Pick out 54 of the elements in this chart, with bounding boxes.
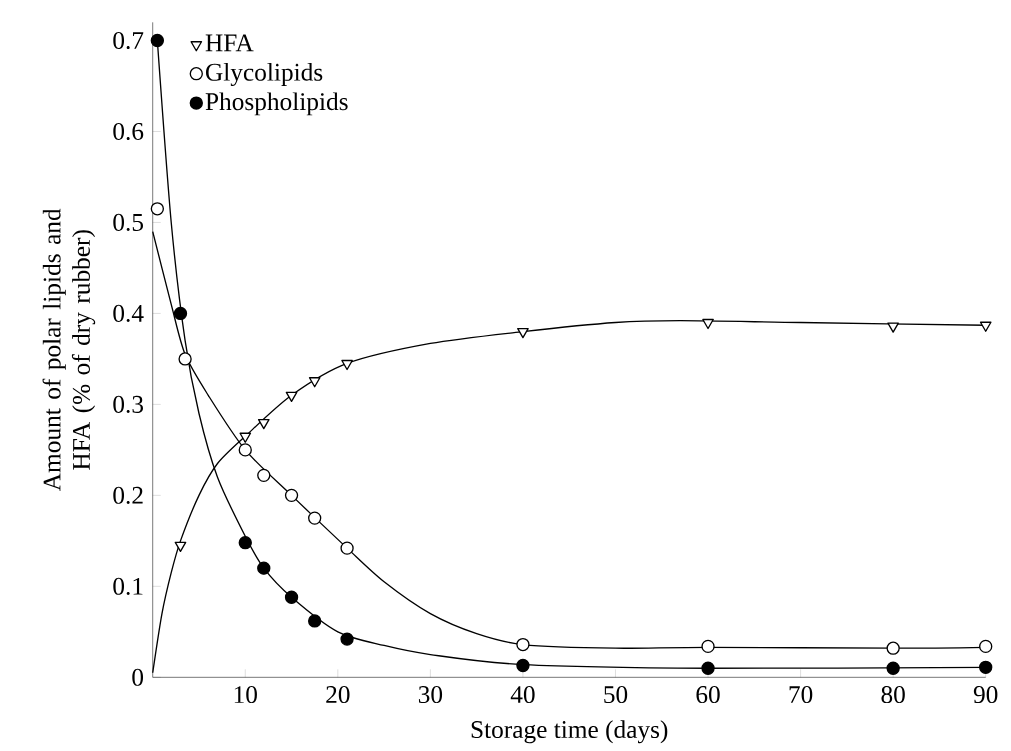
- point: [238, 536, 252, 550]
- point: [701, 639, 715, 654]
- x-tick-label: 10: [234, 686, 257, 704]
- point: [238, 443, 252, 457]
- point: [150, 33, 165, 48]
- x-tick-label: 40: [510, 686, 535, 704]
- point: [285, 391, 298, 402]
- x-tick-label: 30: [418, 686, 443, 704]
- x-tick-label: 90: [973, 686, 998, 704]
- point: [284, 488, 299, 503]
- y-tick-label: 0.5: [113, 213, 144, 232]
- point: [341, 359, 353, 371]
- point: [887, 322, 900, 333]
- point: [150, 202, 165, 216]
- x-tick-label: 80: [881, 686, 905, 704]
- point: [701, 661, 715, 675]
- point: [257, 561, 271, 575]
- point: [308, 511, 322, 525]
- y-tick-label: 0.6: [113, 122, 144, 141]
- point: [517, 327, 529, 339]
- x-tick-label: 20: [326, 686, 350, 704]
- point: [340, 541, 354, 555]
- y-tick-label: 0.1: [113, 577, 143, 595]
- y-tick-label: 0.3: [113, 395, 144, 413]
- y-tick-label: 0.2: [113, 486, 143, 504]
- x-tick-label: 70: [789, 686, 813, 704]
- legend-label: Phospholipids: [205, 92, 348, 116]
- point: [886, 661, 900, 675]
- point: [257, 468, 271, 483]
- legend-label: HFA: [205, 34, 254, 52]
- point: [702, 318, 714, 330]
- y-tick-label: 0.7: [113, 31, 144, 50]
- y-axis-title: Amount of polar lipids and HFA (% of dry rubber): [42, 208, 96, 491]
- point: [178, 352, 192, 366]
- point: [239, 432, 252, 443]
- point: [516, 658, 530, 673]
- point: [886, 641, 900, 655]
- point: [308, 377, 321, 388]
- point: [516, 637, 530, 652]
- point: [173, 306, 188, 321]
- point: [308, 614, 322, 628]
- point: [340, 632, 354, 646]
- x-axis-title: Storage time (days): [471, 720, 668, 744]
- legend-label: Glycolipids: [206, 63, 323, 87]
- point: [979, 639, 993, 654]
- point: [979, 321, 992, 332]
- y-tick-label: 0: [132, 668, 144, 686]
- point: [174, 541, 187, 553]
- point: [257, 418, 270, 430]
- point: [284, 590, 299, 604]
- point: [979, 660, 993, 674]
- y-tick-label: 0.4: [113, 304, 144, 323]
- x-tick-label: 60: [696, 686, 720, 704]
- x-tick-label: 50: [604, 686, 628, 704]
